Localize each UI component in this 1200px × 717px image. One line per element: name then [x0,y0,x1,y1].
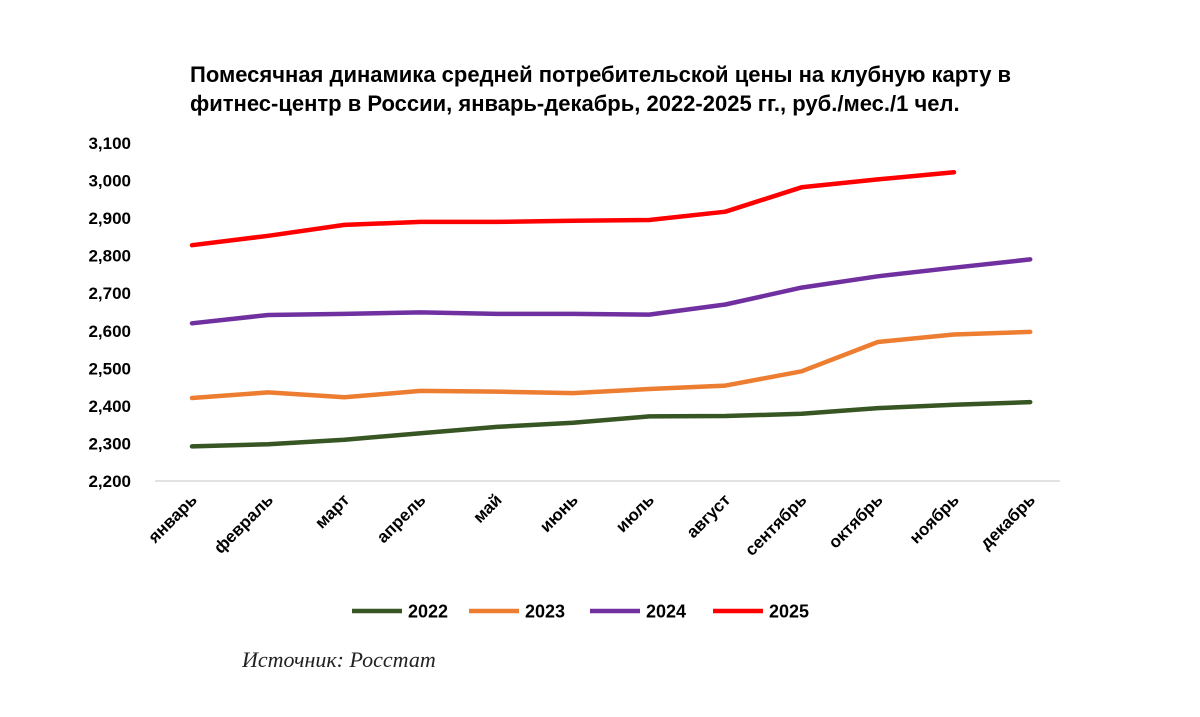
chart-title-line-1: Помесячная динамика средней потребительс… [190,62,1012,87]
legend: 2022 2023 2024 2025 [352,602,809,622]
y-tick-label: 2,700 [88,284,131,303]
y-tick-label: 2,800 [88,247,131,266]
x-tick-label: июнь [536,490,582,536]
x-tick-label: январь [144,490,201,547]
series-lines [189,170,1033,449]
y-tick-label: 2,200 [88,472,131,491]
series-line-2023 [189,329,1033,401]
x-tick-label: август [683,490,734,541]
legend-label-2025: 2025 [769,602,809,622]
y-tick-label: 2,600 [88,322,131,341]
x-tick-label: февраль [210,490,277,557]
x-tick-label: декабрь [976,490,1039,553]
source-note: Источник: Росстат [242,647,436,672]
chart-title: Помесячная динамика средней потребительс… [190,60,1150,118]
y-tick-label: 2,900 [88,209,131,228]
x-axis: январь февраль март апрель май июнь июль август… [144,480,1060,560]
x-tick-label: сентябрь [741,490,810,559]
series-line-2024 [189,257,1033,326]
y-tick-label: 3,000 [88,172,131,191]
y-tick-label: 2,500 [88,359,131,378]
y-axis: 2,200 2,300 2,400 2,500 2,600 2,700 2,800 2,900… [88,134,131,491]
chart-title-line-2: фитнес-центр в России, январь-декабрь, 2… [190,91,960,116]
series-line-2022 [189,399,1033,449]
x-tick-label: март [311,490,353,532]
x-tick-label: июль [612,490,658,536]
legend-label-2024: 2024 [646,602,686,622]
legend-label-2023: 2023 [525,602,565,622]
x-tick-label: ноябрь [906,490,963,547]
x-tick-label: апрель [373,490,429,546]
legend-label-2022: 2022 [408,602,448,622]
x-tick-label: октябрь [825,490,887,552]
y-tick-label: 2,300 [88,434,131,453]
x-tick-label: май [469,490,505,526]
y-tick-label: 3,100 [88,134,131,153]
y-tick-label: 2,400 [88,397,131,416]
series-line-2025 [189,170,957,248]
